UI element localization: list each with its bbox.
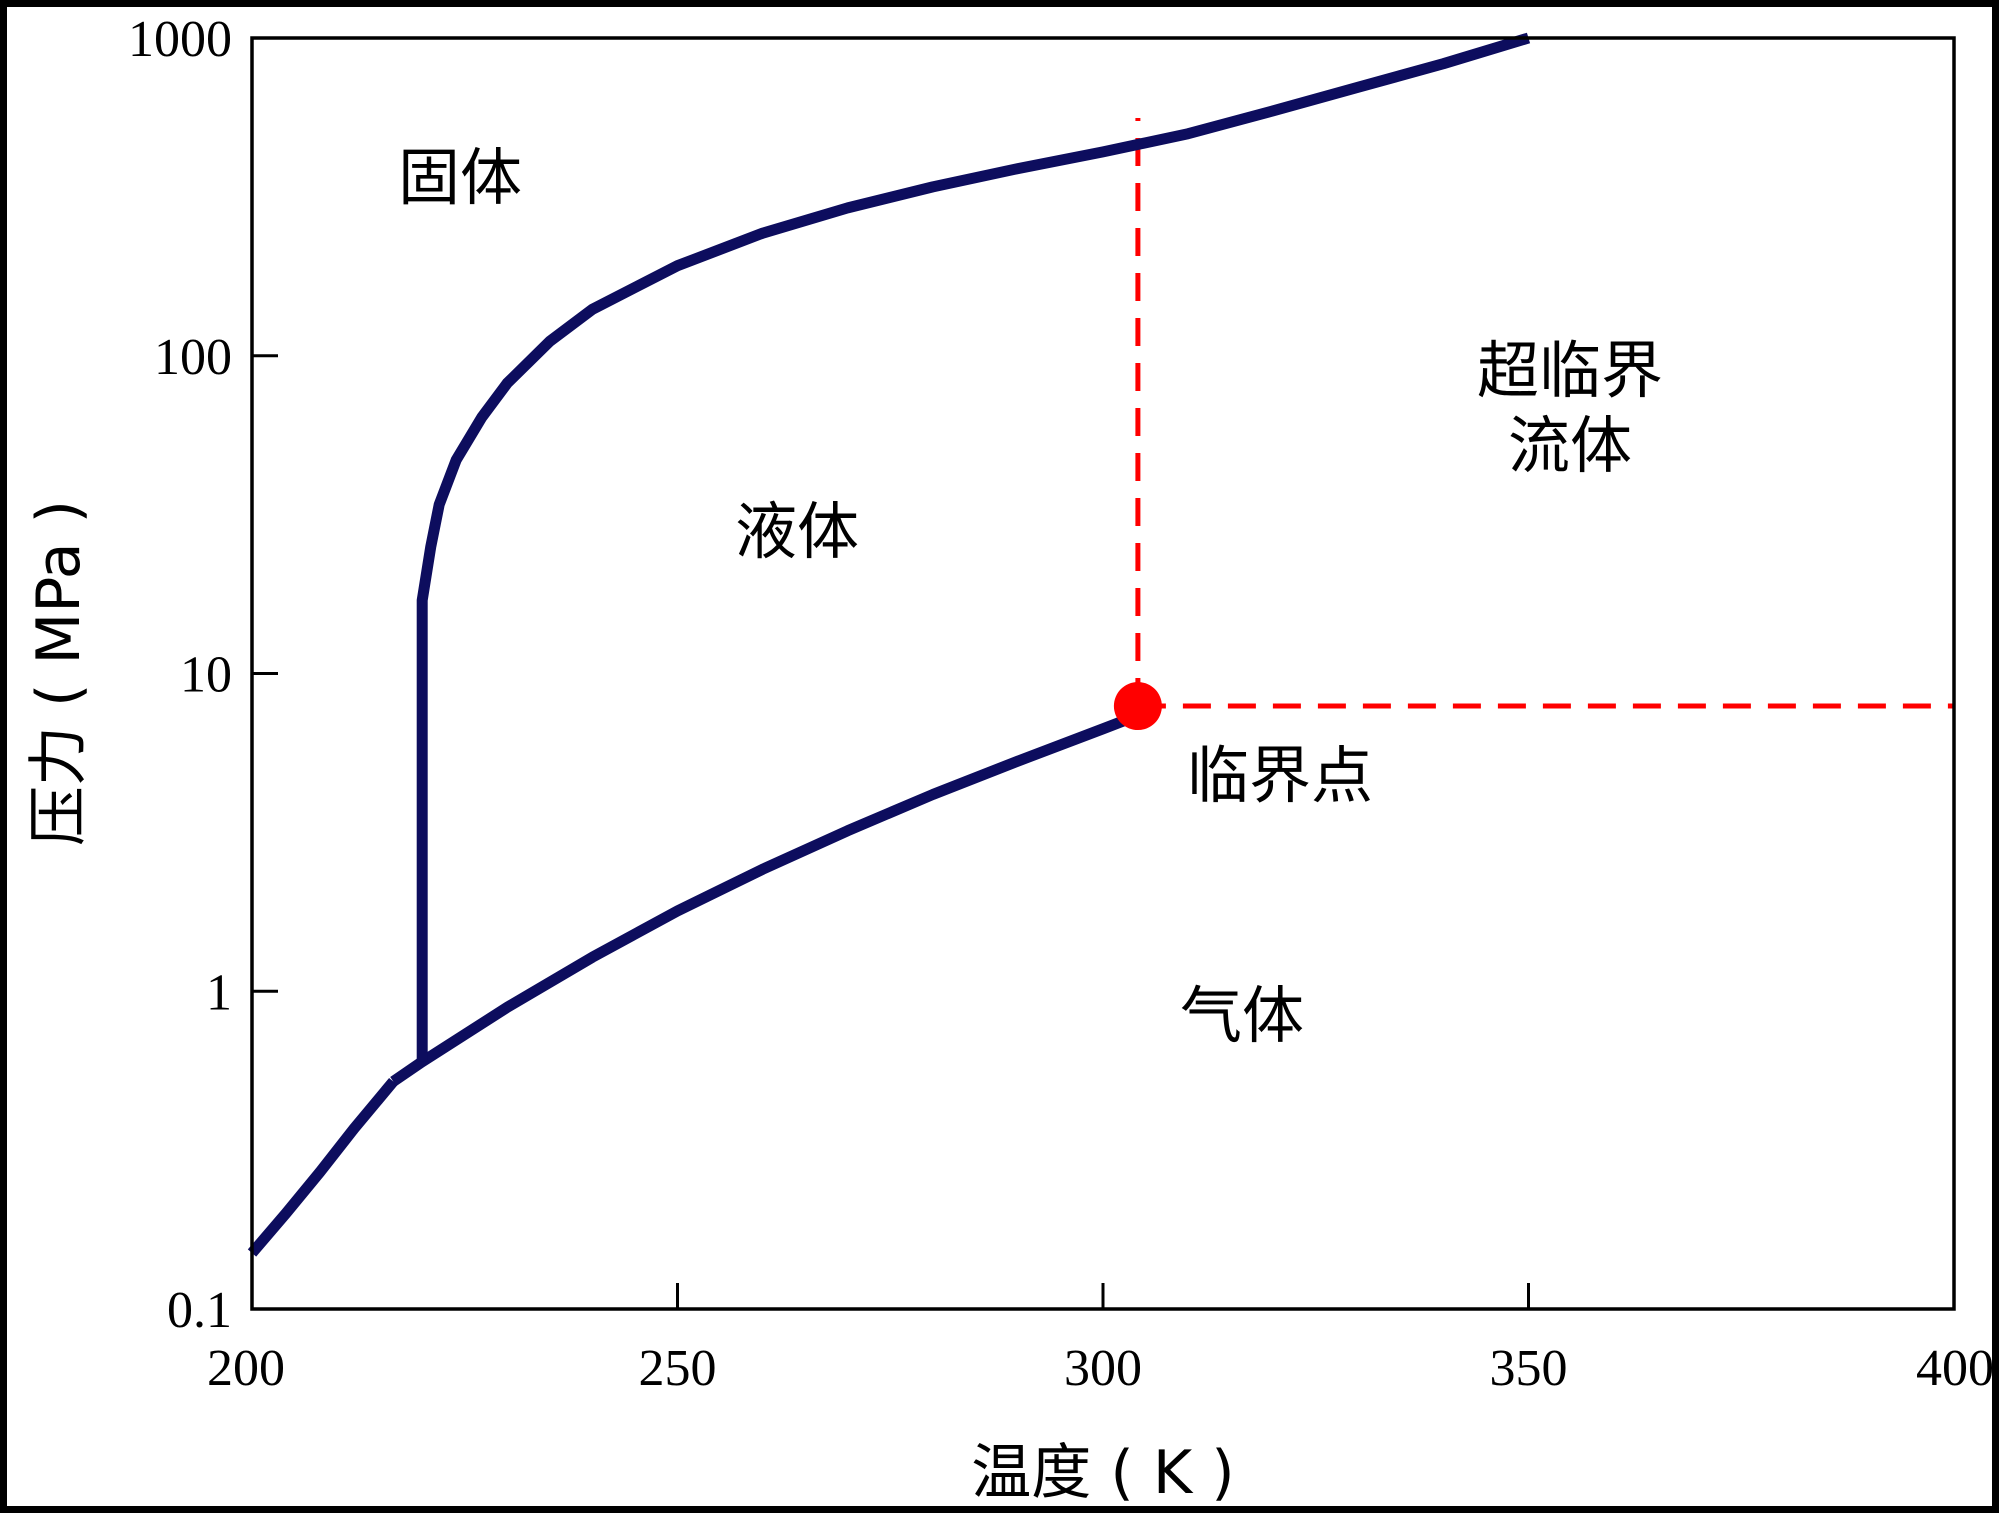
- x-tick-label: 300: [1064, 1340, 1142, 1397]
- x-tick-label: 250: [639, 1340, 717, 1397]
- plot-area-border: [250, 36, 1956, 1311]
- vaporization-curve: [390, 710, 1140, 1087]
- y-tick-label: 10: [180, 647, 232, 704]
- region-label-supercritical: 超临界: [1477, 334, 1663, 407]
- x-tick-label: 350: [1490, 1340, 1568, 1397]
- x-tick-label: 200: [207, 1340, 285, 1397]
- axis-tick-labels: 200 250 300 350 400 0.1 1 10 100 1000: [128, 11, 1994, 1397]
- x-axis-title: 温度 ( K ): [971, 1438, 1234, 1508]
- x-tick-label: 400: [1916, 1340, 1994, 1397]
- plot-lines: [247, 32, 1954, 1257]
- y-tick-label: 1: [206, 964, 232, 1021]
- critical-point-label: 临界点: [1187, 739, 1373, 812]
- y-tick-label: 0.1: [167, 1282, 232, 1339]
- y-axis-title: 压力 ( MPa ): [24, 500, 94, 846]
- region-label-liquid: 液体: [735, 495, 859, 568]
- axis-ticks: [252, 354, 1530, 1309]
- y-tick-label: 100: [154, 329, 232, 386]
- region-label-supercritical: 流体: [1508, 409, 1632, 482]
- melting-curve: [416, 32, 1531, 1062]
- critical-point-marker: [1113, 682, 1162, 731]
- sublimation-curve: [247, 1077, 398, 1257]
- y-tick-label: 1000: [128, 11, 232, 68]
- region-label-gas: 气体: [1180, 979, 1304, 1052]
- region-label-solid: 固体: [398, 141, 522, 214]
